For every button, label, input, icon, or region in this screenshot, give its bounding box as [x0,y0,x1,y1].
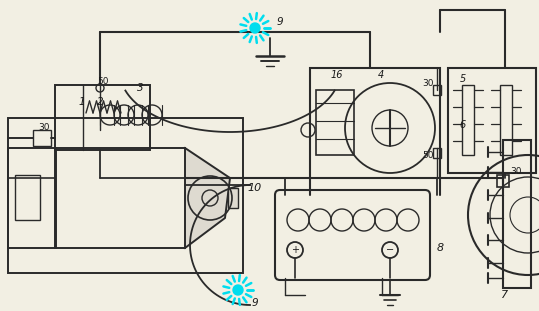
Text: +: + [291,245,299,255]
Text: 7: 7 [501,290,509,300]
Text: −: − [386,245,394,255]
Bar [8,118,243,273]
Text: 9: 9 [277,17,284,27]
Text: 30: 30 [38,123,50,132]
Text: 30: 30 [510,168,522,177]
Bar [448,68,536,173]
Text: 8: 8 [437,243,444,253]
Bar [33,130,51,146]
Polygon shape [185,148,230,248]
Bar [316,90,354,155]
Bar [500,85,512,155]
Bar [497,175,509,187]
Text: 1: 1 [79,97,85,107]
Bar [228,188,238,208]
Text: 2: 2 [96,97,103,107]
Bar [462,85,474,155]
Text: 16: 16 [331,70,343,80]
Bar [433,85,441,95]
Bar [15,175,40,220]
Text: 30: 30 [422,78,434,87]
Text: 10: 10 [248,183,262,193]
Text: 3: 3 [137,83,143,93]
Text: 5: 5 [460,74,466,84]
Text: 6: 6 [460,120,466,130]
Bar [433,148,441,158]
Text: 50: 50 [422,151,434,160]
Bar [310,68,440,178]
Bar [8,148,56,248]
Text: 50: 50 [97,77,109,86]
Bar [503,140,531,288]
Circle shape [250,23,260,33]
Bar [55,85,150,150]
Circle shape [233,285,243,295]
Text: 9: 9 [252,298,258,308]
Text: 4: 4 [378,70,384,80]
Bar [55,148,185,248]
